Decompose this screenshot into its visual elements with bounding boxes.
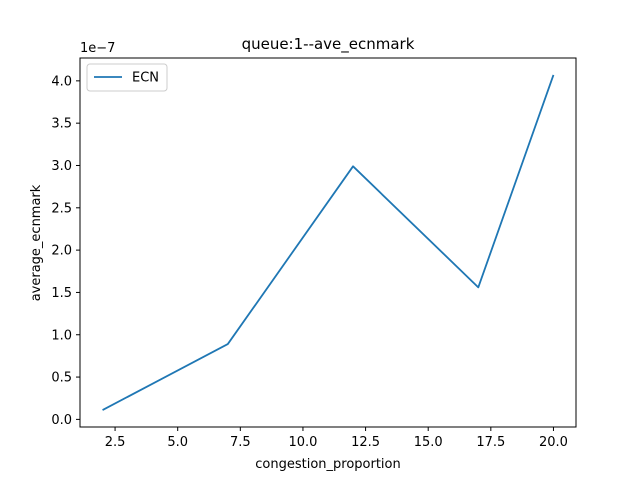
x-axis: 2.5 5.0 7.5 10.0 12.5 15.0 17.5 20.0 <box>105 427 568 450</box>
y-tick-label: 0.0 <box>51 413 72 428</box>
y-tick-label: 3.5 <box>51 117 72 132</box>
y-axis: 0.0 0.5 1.0 1.5 2.0 2.5 3.0 3.5 4.0 <box>51 74 80 428</box>
legend-box <box>86 63 168 92</box>
x-tick-label: 17.5 <box>476 435 505 450</box>
x-tick-label: 15.0 <box>414 435 443 450</box>
y-axis-offset-label: 1e−7 <box>80 41 115 56</box>
series-layer <box>102 74 555 411</box>
x-tick-label: 2.5 <box>105 435 126 450</box>
legend-label-ecn: ECN <box>132 71 159 86</box>
y-tick-label: 1.0 <box>51 328 72 343</box>
chart-title: queue:1--ave_ecnmark <box>242 35 415 54</box>
y-tick-label: 3.0 <box>51 159 72 174</box>
y-tick-label: 0.5 <box>51 371 72 386</box>
axes-frame <box>79 57 577 428</box>
x-axis-label: congestion_proportion <box>255 457 400 472</box>
x-tick-label: 12.5 <box>351 435 380 450</box>
y-tick-label: 2.5 <box>51 201 72 216</box>
y-tick-label: 2.0 <box>51 244 72 259</box>
x-tick-label: 10.0 <box>288 435 317 450</box>
x-tick-label: 5.0 <box>167 435 188 450</box>
y-tick-label: 4.0 <box>51 74 72 89</box>
legend: ECN <box>86 63 168 92</box>
y-tick-label: 1.5 <box>51 286 72 301</box>
x-tick-label: 7.5 <box>230 435 251 450</box>
plot-area <box>79 57 577 428</box>
y-axis-label: average_ecnmark <box>29 184 44 301</box>
x-tick-label: 20.0 <box>539 435 568 450</box>
